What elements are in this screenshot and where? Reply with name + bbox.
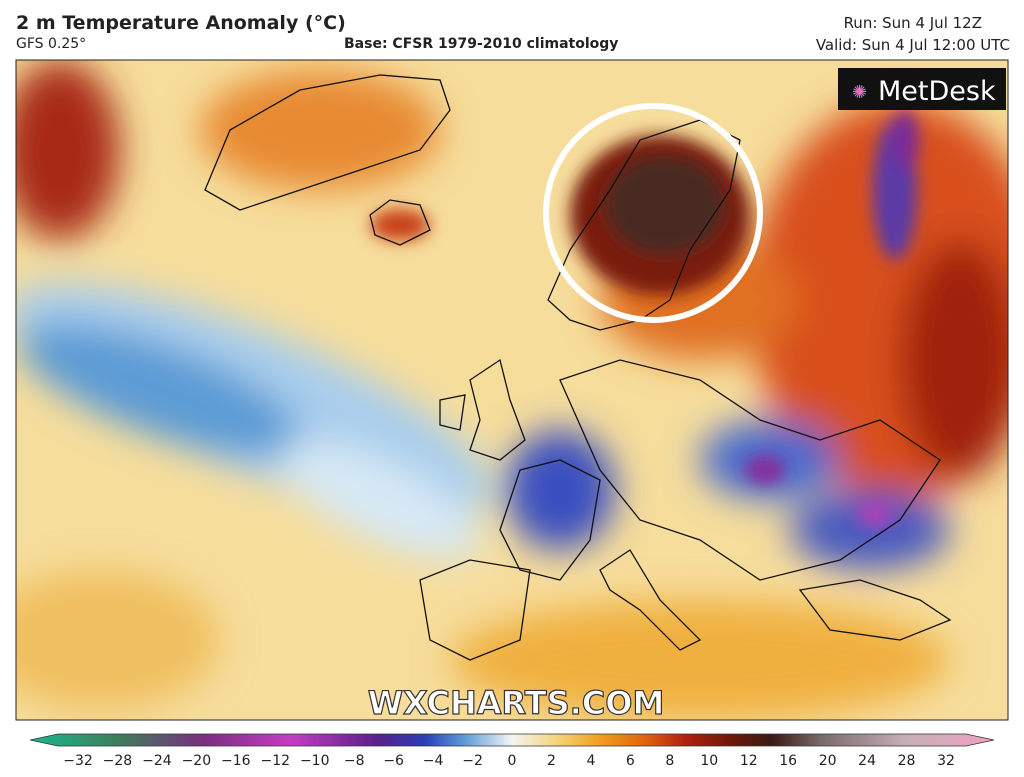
colorbar-label: −2	[462, 753, 483, 769]
map-frame	[15, 59, 1009, 721]
colorbar-label: 4	[586, 753, 595, 769]
logo: MetDesk	[878, 76, 996, 107]
colorbar-label: 32	[937, 753, 955, 769]
colorbar-labels: −32 −28 −24 −20 −16 −12 −10 −8 −6 −4 −2 0 2 4 6 8 10 12 16…	[63, 753, 955, 769]
colorbar-label: 8	[665, 753, 674, 769]
colorbar-label: 10	[700, 753, 718, 769]
model: GFS 0.25°	[16, 36, 87, 52]
watermark: WXCHARTS.COM	[368, 684, 665, 722]
colorbar-label: −20	[182, 753, 212, 769]
colorbar-label: −6	[383, 753, 404, 769]
colorbar-label: 24	[858, 753, 876, 769]
colorbar-label: −32	[63, 753, 93, 769]
colorbar-label: 16	[779, 753, 797, 769]
colorbar-label: −12	[260, 753, 290, 769]
base: Base: CFSR 1979-2010 climatology	[344, 36, 619, 52]
colorbar-label: −16	[221, 753, 251, 769]
highlight-circle	[543, 103, 763, 323]
colorbar-label: −4	[423, 753, 444, 769]
logo-icon: ✺	[852, 82, 867, 103]
map: ✺ MetDesk WXCHARTS.COM	[16, 60, 1008, 722]
colorbar-label: −24	[142, 753, 172, 769]
colorbar-label: 6	[626, 753, 635, 769]
valid: Valid: Sun 4 Jul 12:00 UTC	[815, 36, 1010, 54]
colorbar-label: 0	[508, 753, 517, 769]
colorbar-label: 12	[740, 753, 758, 769]
colorbar-label: 2	[547, 753, 556, 769]
coastlines	[204, 74, 952, 661]
colorbar	[29, 733, 995, 747]
colorbar-label: −10	[300, 753, 330, 769]
colorbar-label: −28	[103, 753, 133, 769]
title: 2 m Temperature Anomaly (°C)	[16, 12, 346, 34]
run: Run: Sun 4 Jul 12Z	[843, 14, 982, 32]
logo-box	[838, 68, 1006, 110]
colorbar-label: 28	[898, 753, 916, 769]
colorbar-label: −8	[344, 753, 365, 769]
colorbar-label: 20	[819, 753, 837, 769]
